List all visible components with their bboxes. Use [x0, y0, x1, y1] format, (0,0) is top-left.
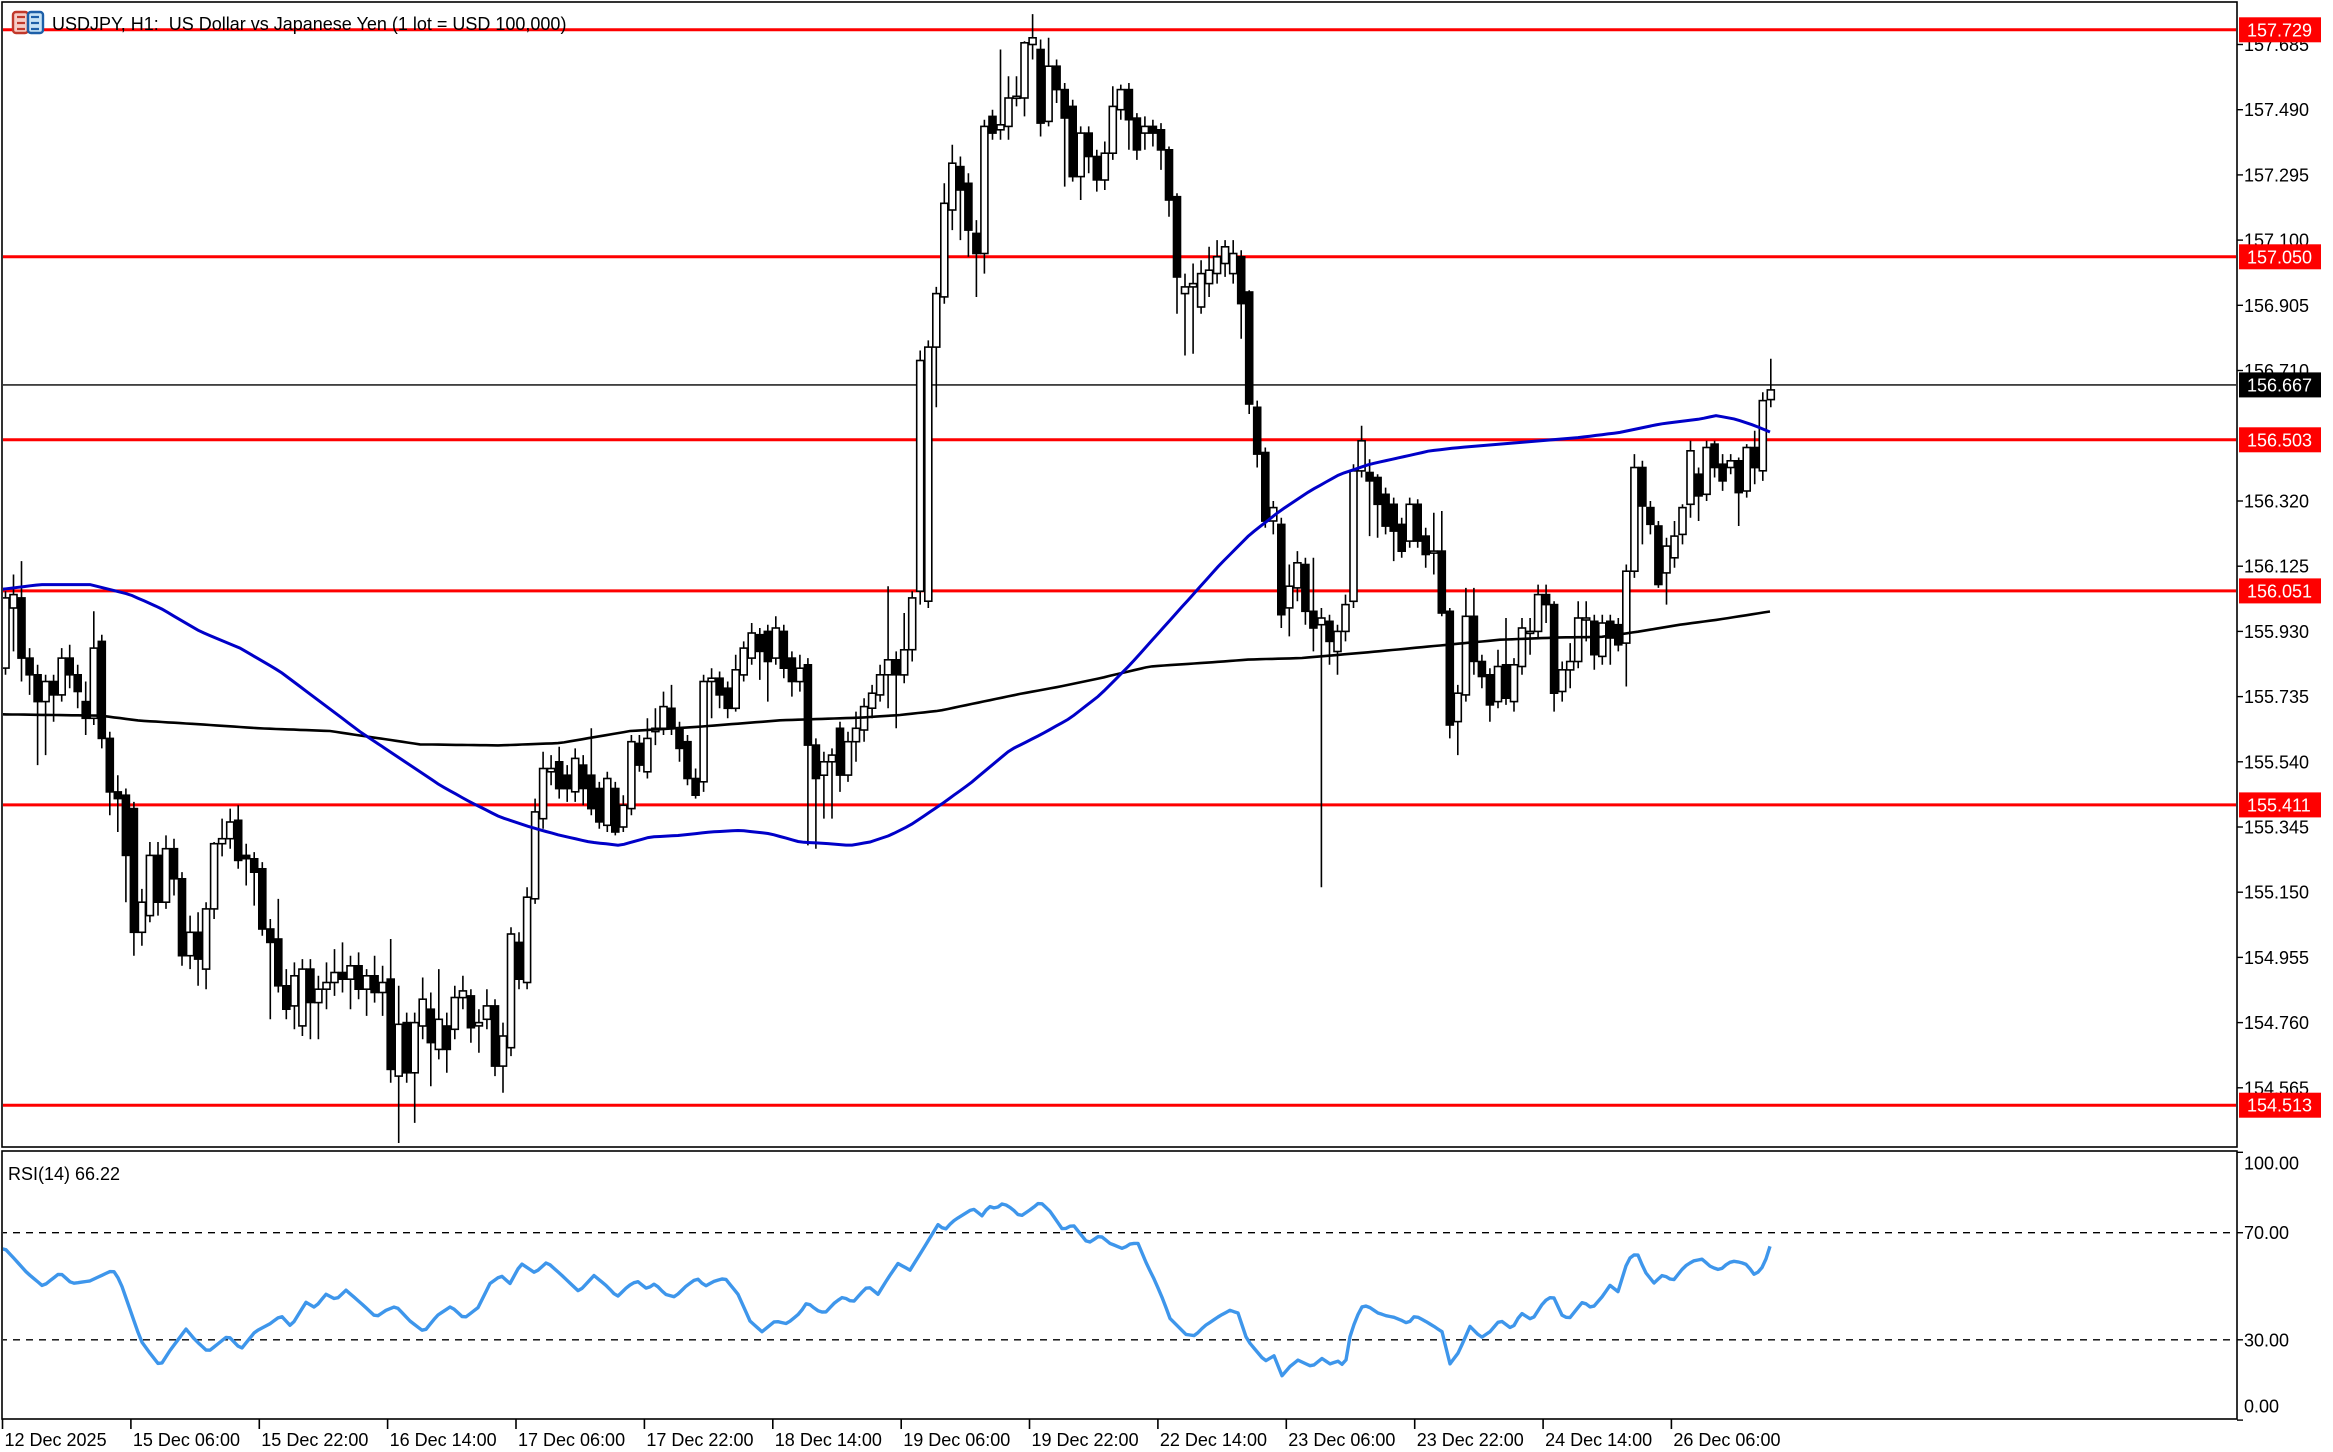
svg-text:16 Dec 14:00: 16 Dec 14:00 [390, 1430, 497, 1450]
svg-text:156.320: 156.320 [2244, 492, 2309, 512]
svg-text:70.00: 70.00 [2244, 1223, 2289, 1243]
svg-text:23 Dec 06:00: 23 Dec 06:00 [1288, 1430, 1395, 1450]
svg-text:USDJPY, H1: US Dollar vs Japa: USDJPY, H1: US Dollar vs Japanese Yen (1… [52, 14, 566, 34]
svg-text:17 Dec 06:00: 17 Dec 06:00 [518, 1430, 625, 1450]
svg-text:157.050: 157.050 [2247, 247, 2312, 267]
svg-text:18 Dec 14:00: 18 Dec 14:00 [775, 1430, 882, 1450]
svg-text:23 Dec 22:00: 23 Dec 22:00 [1417, 1430, 1524, 1450]
svg-text:26 Dec 06:00: 26 Dec 06:00 [1673, 1430, 1780, 1450]
svg-text:30.00: 30.00 [2244, 1330, 2289, 1350]
svg-text:12 Dec 2025: 12 Dec 2025 [5, 1430, 107, 1450]
svg-text:15 Dec 22:00: 15 Dec 22:00 [261, 1430, 368, 1450]
svg-text:156.051: 156.051 [2247, 581, 2312, 601]
svg-text:19 Dec 22:00: 19 Dec 22:00 [1032, 1430, 1139, 1450]
svg-text:22 Dec 14:00: 22 Dec 14:00 [1160, 1430, 1267, 1450]
svg-text:157.729: 157.729 [2247, 20, 2312, 40]
svg-text:155.930: 155.930 [2244, 622, 2309, 642]
svg-text:154.955: 154.955 [2244, 948, 2309, 968]
svg-text:24 Dec 14:00: 24 Dec 14:00 [1545, 1430, 1652, 1450]
svg-text:157.295: 157.295 [2244, 165, 2309, 185]
svg-text:19 Dec 06:00: 19 Dec 06:00 [903, 1430, 1010, 1450]
svg-text:155.150: 155.150 [2244, 883, 2309, 903]
svg-text:155.411: 155.411 [2247, 795, 2311, 815]
svg-text:155.540: 155.540 [2244, 752, 2309, 772]
svg-text:15 Dec 06:00: 15 Dec 06:00 [133, 1430, 240, 1450]
svg-text:156.125: 156.125 [2244, 557, 2309, 577]
svg-text:155.735: 155.735 [2244, 687, 2309, 707]
svg-text:0.00: 0.00 [2244, 1397, 2279, 1417]
svg-text:157.490: 157.490 [2244, 100, 2309, 120]
svg-text:RSI(14) 66.22: RSI(14) 66.22 [8, 1164, 120, 1184]
svg-text:156.905: 156.905 [2244, 296, 2309, 316]
svg-text:156.503: 156.503 [2247, 430, 2312, 450]
svg-text:155.345: 155.345 [2244, 818, 2309, 838]
svg-text:17 Dec 22:00: 17 Dec 22:00 [646, 1430, 753, 1450]
svg-text:156.667: 156.667 [2247, 375, 2312, 395]
svg-text:154.760: 154.760 [2244, 1013, 2309, 1033]
svg-text:100.00: 100.00 [2244, 1154, 2299, 1174]
svg-text:154.513: 154.513 [2247, 1096, 2312, 1116]
